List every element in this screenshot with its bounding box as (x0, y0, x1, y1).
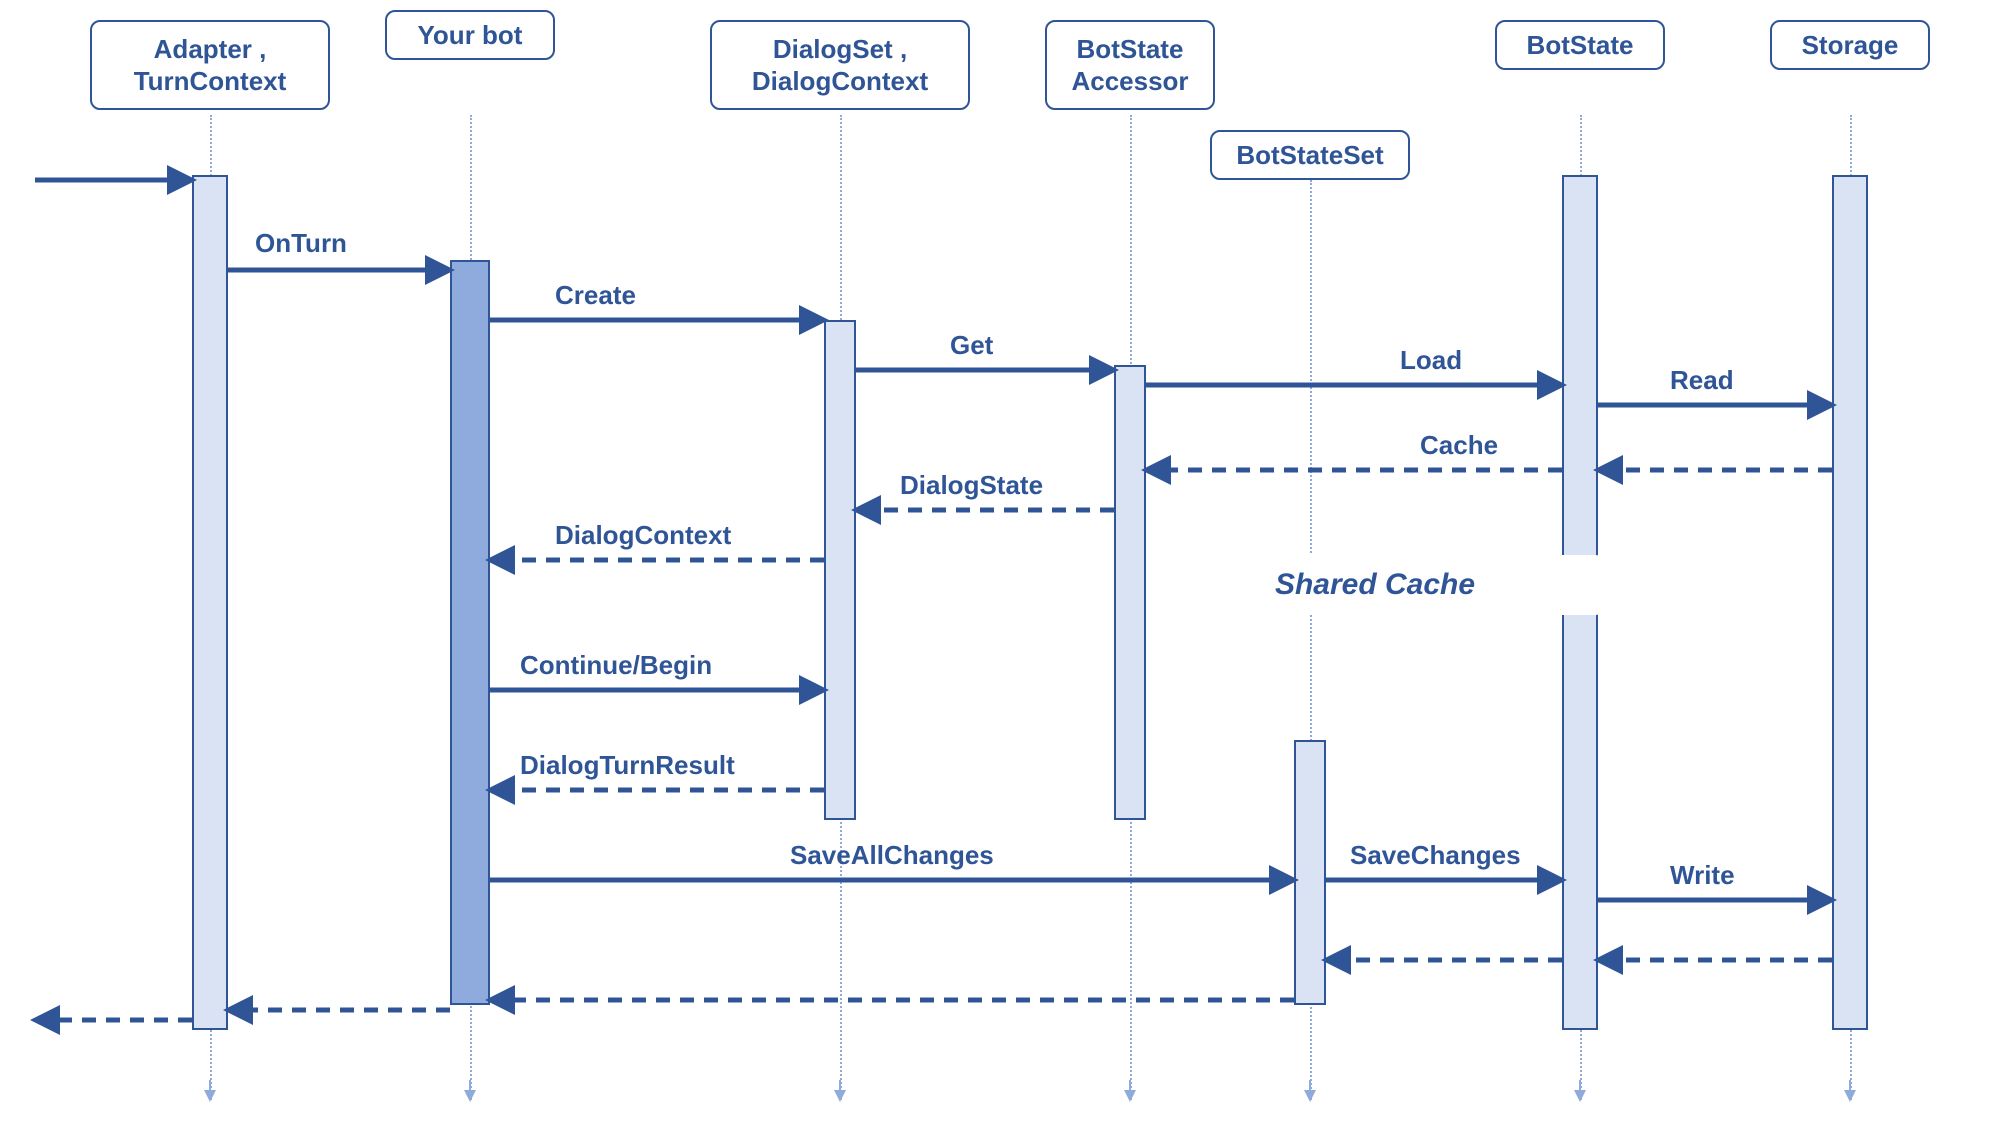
message-label-14: Write (1670, 860, 1735, 891)
message-label-2: Create (555, 280, 636, 311)
activation-adapter (192, 175, 228, 1030)
message-label-10: Continue/Begin (520, 650, 712, 681)
arrows-layer (0, 0, 2000, 1125)
participant-botstateset: BotStateSet (1210, 130, 1410, 180)
message-label-3: Get (950, 330, 993, 361)
message-label-8: DialogState (900, 470, 1043, 501)
shared-cache-label: Shared Cache (1150, 555, 1600, 615)
message-label-1: OnTurn (255, 228, 347, 259)
activation-storage (1832, 175, 1868, 1030)
activation-yourbot (450, 260, 490, 1005)
sequence-diagram: Shared Cache OnTurn Create Get Load Read Cache… (0, 0, 2000, 1125)
message-label-7: Cache (1420, 430, 1498, 461)
participant-dialogset: DialogSet , DialogContext (710, 20, 970, 110)
message-label-12: SaveAllChanges (790, 840, 994, 871)
participant-accessor: BotState Accessor (1045, 20, 1215, 110)
activation-accessor (1114, 365, 1146, 820)
message-label-4: Load (1400, 345, 1462, 376)
participant-storage: Storage (1770, 20, 1930, 70)
activation-dialogset (824, 320, 856, 820)
message-label-5: Read (1670, 365, 1734, 396)
activation-botstateset (1294, 740, 1326, 1005)
message-label-13: SaveChanges (1350, 840, 1521, 871)
message-label-11: DialogTurnResult (520, 750, 735, 781)
participant-yourbot: Your bot (385, 10, 555, 60)
participant-botstate: BotState (1495, 20, 1665, 70)
message-label-9: DialogContext (555, 520, 731, 551)
participant-adapter: Adapter , TurnContext (90, 20, 330, 110)
